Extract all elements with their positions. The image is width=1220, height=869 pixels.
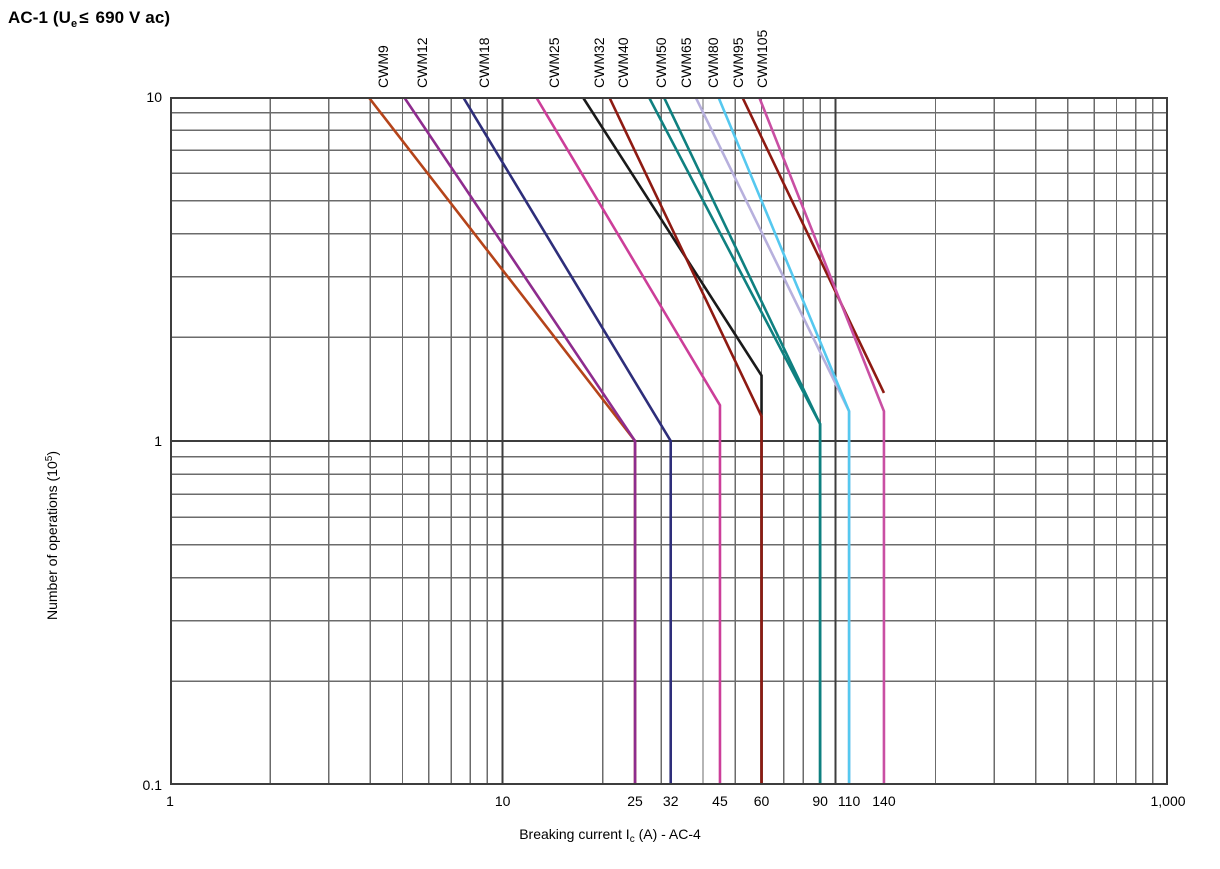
- x-tick-label: 140: [872, 793, 896, 809]
- plot-area: [170, 97, 1168, 785]
- chart-canvas: [170, 97, 1168, 785]
- curve-cwm18: [461, 97, 673, 785]
- series-label-cwm25: CWM25: [546, 37, 562, 88]
- series-label-cwm80: CWM80: [705, 37, 721, 88]
- data-curves: [367, 97, 886, 785]
- series-label-cwm32: CWM32: [591, 37, 607, 88]
- curve-cwm12: [402, 97, 637, 785]
- curve-cwm95: [717, 97, 851, 785]
- series-label-cwm18: CWM18: [476, 37, 492, 88]
- y-axis-title-main: Number of operations (10: [44, 461, 60, 620]
- x-tick-label: 25: [627, 793, 643, 809]
- title-suffix: 690 V ac): [90, 8, 171, 27]
- x-axis-title: Breaking current Ic (A) - AC-4: [0, 826, 1220, 845]
- y-tick-label: 1: [154, 433, 162, 449]
- y-axis-title-exponent: 5: [44, 455, 55, 462]
- curve-cwm105: [757, 97, 886, 785]
- series-label-cwm65: CWM65: [678, 37, 694, 88]
- x-tick-label: 10: [494, 793, 511, 809]
- series-label-cwm40: CWM40: [615, 37, 631, 88]
- title-subscript: e: [71, 18, 78, 30]
- curve-cwm65: [662, 97, 822, 785]
- x-axis-title-subscript: c: [629, 834, 635, 845]
- y-tick-label: 0.1: [142, 777, 162, 793]
- curve-cwm95b: [741, 97, 886, 394]
- x-tick-label: 1,000: [1150, 793, 1186, 809]
- plot-frame: [170, 97, 1168, 785]
- series-label-cwm12: CWM12: [414, 37, 430, 88]
- series-label-cwm105: CWM105: [754, 29, 770, 88]
- title-relation: ≤: [79, 8, 89, 27]
- title-prefix: AC-1 (U: [8, 8, 72, 27]
- x-tick-label: 60: [753, 793, 770, 809]
- x-tick-label: 90: [812, 793, 828, 809]
- x-tick-label: 32: [662, 793, 679, 809]
- y-tick-label: 10: [146, 89, 162, 105]
- x-axis-title-tail: (A) - AC-4: [634, 826, 701, 842]
- x-tick-label: 110: [837, 793, 861, 809]
- y-axis-title: Number of operations (105): [44, 451, 60, 620]
- y-axis-title-tail: ): [44, 451, 60, 456]
- curve-cwm40: [607, 97, 763, 785]
- x-tick-label: 1: [166, 793, 174, 809]
- series-label-cwm9: CWM9: [375, 45, 391, 88]
- grid-major-lines: [170, 97, 1168, 785]
- page-title: AC-1 (Ue ≤ 690 V ac): [8, 8, 171, 30]
- series-label-cwm95: CWM95: [730, 37, 746, 88]
- plot-border: [170, 97, 1168, 785]
- curve-cwm25: [534, 97, 722, 785]
- series-label-cwm50: CWM50: [653, 37, 669, 88]
- x-tick-label: 45: [712, 793, 728, 809]
- x-axis-title-main: Breaking current I: [519, 826, 630, 842]
